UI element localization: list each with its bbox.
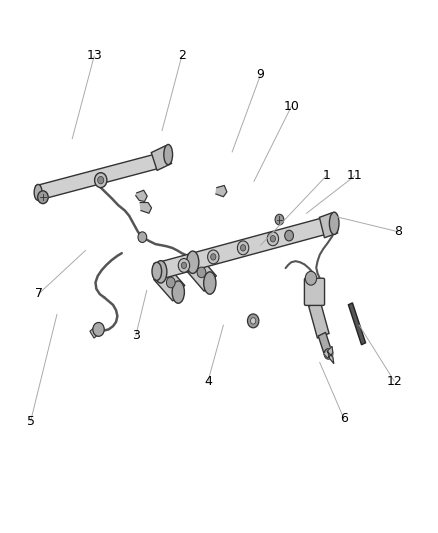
Polygon shape — [140, 203, 152, 213]
Text: 10: 10 — [283, 100, 299, 113]
Circle shape — [240, 245, 246, 251]
Ellipse shape — [187, 251, 199, 273]
Polygon shape — [348, 303, 366, 345]
Ellipse shape — [164, 144, 173, 165]
Circle shape — [305, 271, 317, 285]
Polygon shape — [154, 216, 330, 280]
Text: 12: 12 — [386, 375, 402, 387]
Polygon shape — [309, 302, 329, 338]
Circle shape — [38, 191, 48, 204]
Circle shape — [270, 236, 276, 242]
Circle shape — [211, 254, 216, 260]
Ellipse shape — [152, 262, 162, 280]
Text: 7: 7 — [35, 287, 43, 300]
Circle shape — [197, 267, 206, 278]
Text: 1: 1 — [322, 169, 330, 182]
Text: 11: 11 — [347, 169, 363, 182]
Circle shape — [208, 250, 219, 264]
Text: 5: 5 — [27, 415, 35, 427]
Ellipse shape — [172, 281, 184, 303]
Circle shape — [166, 277, 175, 288]
Circle shape — [181, 262, 187, 269]
Ellipse shape — [34, 184, 42, 200]
Polygon shape — [216, 185, 227, 197]
Polygon shape — [151, 146, 172, 171]
Polygon shape — [36, 152, 163, 200]
Ellipse shape — [155, 261, 167, 283]
Text: 3: 3 — [132, 329, 140, 342]
Circle shape — [95, 173, 107, 188]
Circle shape — [247, 314, 259, 328]
Circle shape — [178, 259, 190, 272]
FancyBboxPatch shape — [304, 278, 325, 305]
Circle shape — [267, 232, 279, 246]
Ellipse shape — [204, 272, 216, 294]
Circle shape — [251, 318, 256, 324]
Circle shape — [275, 214, 284, 225]
Text: 2: 2 — [178, 50, 186, 62]
Circle shape — [93, 322, 104, 336]
Ellipse shape — [329, 212, 339, 235]
Polygon shape — [319, 213, 338, 238]
Text: 13: 13 — [86, 50, 102, 62]
Polygon shape — [186, 255, 216, 291]
Text: 6: 6 — [340, 412, 348, 425]
Text: 9: 9 — [257, 68, 265, 81]
Circle shape — [138, 232, 147, 243]
Polygon shape — [154, 264, 185, 301]
Circle shape — [324, 349, 333, 359]
Polygon shape — [136, 190, 147, 201]
Polygon shape — [324, 346, 334, 364]
Text: 8: 8 — [395, 225, 403, 238]
Text: 4: 4 — [204, 375, 212, 387]
Polygon shape — [90, 327, 99, 338]
Polygon shape — [318, 333, 331, 353]
Circle shape — [285, 230, 293, 241]
Circle shape — [98, 176, 104, 184]
Circle shape — [237, 241, 249, 255]
